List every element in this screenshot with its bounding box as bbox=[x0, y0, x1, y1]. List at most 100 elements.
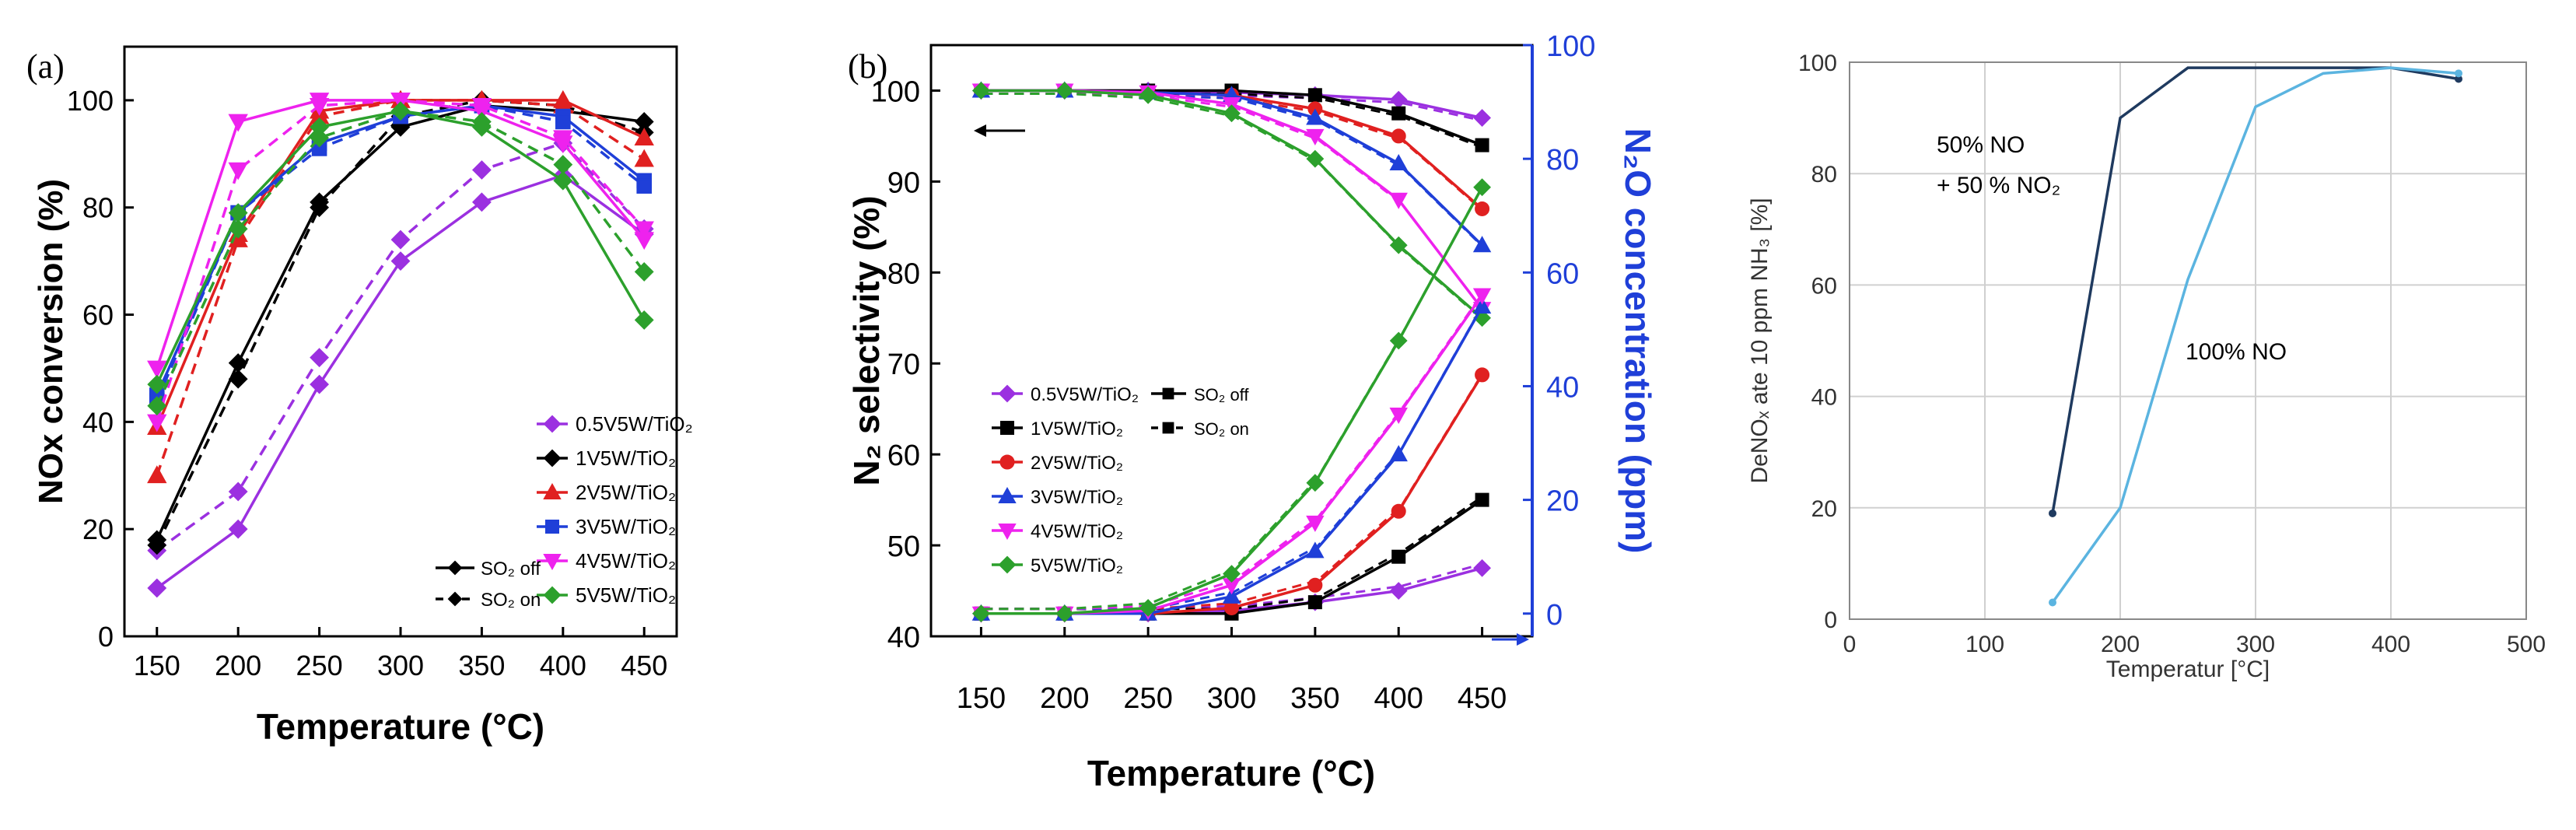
panel-b-label: (b) bbox=[848, 47, 887, 86]
panel-b-x-tick-label: 200 bbox=[1040, 682, 1089, 715]
panel-b-data-point bbox=[1223, 104, 1241, 123]
panel-b-style-legend-marker bbox=[1162, 387, 1174, 400]
panel-b-data-point bbox=[1307, 88, 1322, 103]
panel-b-y-tick-label-left: 90 bbox=[887, 166, 920, 199]
panel-c-x-tick-label: 0 bbox=[1843, 632, 1857, 657]
panel-b-data-point bbox=[1222, 587, 1241, 604]
panel-b-data-point bbox=[1306, 515, 1325, 532]
panel-c-y-tick-label: 40 bbox=[1811, 385, 1837, 411]
panel-a-legend-label: 1V5W/TiO₂ bbox=[576, 447, 676, 470]
panel-a-x-label: Temperature (°C) bbox=[257, 706, 544, 747]
panel-a-data-point bbox=[310, 198, 330, 218]
panel-c-x-tick-label: 400 bbox=[2371, 632, 2410, 657]
panel-a-y-tick-label: 40 bbox=[82, 406, 114, 438]
panel-a-data-point bbox=[147, 465, 167, 484]
panel-c-x-tick-label: 200 bbox=[2101, 632, 2140, 657]
panel-c-data-point bbox=[2455, 69, 2462, 78]
panel-c-y-label: DeNOₓ ate 10 ppm NH₃ [%] bbox=[1747, 198, 1773, 483]
panel-b-y-axis-right: 0 20 40 60 80 100 bbox=[1523, 30, 1595, 632]
panel-b-x-tick-label: 400 bbox=[1374, 682, 1423, 715]
panel-c-x-tick-label: 300 bbox=[2236, 632, 2275, 657]
panel-c-frame bbox=[1849, 61, 2527, 620]
panel-b-data-point bbox=[1389, 90, 1408, 109]
panel-a-x-tick-label: 250 bbox=[296, 650, 343, 681]
panel-c-data-point bbox=[2049, 509, 2056, 517]
panel-a-legend-label: 3V5W/TiO₂ bbox=[576, 515, 676, 538]
panel-a-data-point bbox=[309, 98, 330, 116]
panel-b-y-tick-label-left: 60 bbox=[887, 440, 920, 472]
panel-b-legend-marker bbox=[998, 555, 1017, 574]
panel-b-frame bbox=[929, 44, 1534, 638]
panel-a-series-line bbox=[156, 99, 646, 476]
panel-a-label: (a) bbox=[26, 47, 65, 86]
panel-a-data-point bbox=[553, 170, 573, 191]
panel-c-y-axis: 0 20 40 60 80 100 bbox=[1798, 51, 1837, 633]
panel-b-data-point bbox=[1389, 236, 1408, 254]
panel-c-x-tick-label: 500 bbox=[2507, 632, 2546, 657]
panel-a-x-tick-label: 450 bbox=[621, 650, 667, 681]
panel-b-data-point bbox=[1306, 128, 1325, 145]
panel-b-data-point bbox=[1389, 331, 1408, 350]
panel-b-data-point bbox=[1391, 549, 1406, 564]
panel-b-legend-label: 0.5V5W/TiO₂ bbox=[1031, 384, 1139, 405]
panel-b-series bbox=[971, 81, 1492, 623]
panel-b-y-tick-label-left: 70 bbox=[887, 348, 920, 381]
panel-c-y-tick-label: 80 bbox=[1811, 162, 1837, 187]
panel-b-series-line-dashed bbox=[983, 92, 1486, 322]
panel-a-y-axis: 0 20 40 60 80 100 bbox=[67, 85, 134, 653]
panel-a-y-tick-label: 0 bbox=[98, 621, 114, 653]
panel-b-data-point bbox=[972, 604, 990, 623]
panel-a-data-point bbox=[471, 98, 492, 116]
left-axis-arrow bbox=[974, 124, 1025, 137]
panel-b: (b) 40 50 60 70 80 90 100 0 20 40 60 80 100 150 200 2… bbox=[846, 30, 1658, 793]
panel-b-y-tick-label-right: 60 bbox=[1546, 257, 1579, 290]
panel-b-data-point bbox=[1306, 474, 1325, 492]
panel-a-data-point bbox=[634, 262, 654, 282]
panel-c-y-tick-label: 20 bbox=[1811, 496, 1837, 522]
panel-a-legend-marker bbox=[543, 586, 562, 604]
panel-b-y-axis-left: 40 50 60 70 80 90 100 bbox=[871, 75, 940, 654]
panel-b-data-point bbox=[1223, 565, 1241, 583]
panel-b-data-point bbox=[1475, 201, 1490, 216]
panel-b-series-line bbox=[981, 89, 1483, 310]
panel-b-legend-marker bbox=[998, 524, 1017, 541]
panel-b-data-point bbox=[1306, 149, 1325, 168]
panel-b-data-point bbox=[972, 82, 990, 100]
panel-a-series-line bbox=[156, 142, 646, 552]
panel-b-x-tick-label: 250 bbox=[1123, 682, 1172, 715]
panel-b-data-point bbox=[1391, 106, 1406, 121]
panel-b-y-tick-label-right: 40 bbox=[1546, 371, 1579, 404]
panel-b-data-point bbox=[1139, 86, 1157, 104]
panel-a-data-point bbox=[147, 535, 167, 555]
panel-a-data-point bbox=[228, 114, 248, 132]
panel-b-data-point bbox=[1306, 108, 1325, 125]
panel-a-data-point bbox=[147, 578, 167, 598]
panel-a-x-tick-label: 350 bbox=[458, 650, 505, 681]
panel-b-data-point bbox=[1307, 595, 1322, 610]
panel-a-style-legend-label: SO₂ on bbox=[481, 590, 541, 611]
panel-c-x-axis: 0 100 200 300 400 500 bbox=[1843, 632, 2546, 657]
panel-a-data-point bbox=[228, 219, 248, 239]
panel-a-data-point bbox=[228, 162, 248, 180]
panel-c-y-tick-label: 0 bbox=[1824, 608, 1837, 633]
annotation-50-no: 50% NO bbox=[1937, 132, 2025, 158]
panel-a-legend-label: 4V5W/TiO₂ bbox=[576, 549, 676, 573]
panel-a-data-point bbox=[390, 229, 411, 250]
panel-b-legend-marker bbox=[999, 454, 1015, 470]
panel-b-x-tick-label: 150 bbox=[957, 682, 1006, 715]
panel-c: 0 20 40 60 80 100 0 100 200 300 400 500 DeNOₓ ate … bbox=[1747, 51, 2546, 682]
panel-b-data-point bbox=[1475, 492, 1489, 507]
panel-a-style-legend-label: SO₂ off bbox=[481, 559, 541, 580]
panel-a-data-point bbox=[310, 348, 330, 368]
panel-b-data-point bbox=[1472, 236, 1492, 253]
panel-a-y-tick-label: 80 bbox=[82, 192, 114, 224]
panel-b-series-line bbox=[981, 89, 1483, 320]
panel-b-x-tick-label: 350 bbox=[1290, 682, 1339, 715]
panel-c-data-point bbox=[2455, 75, 2462, 83]
panel-a-data-point bbox=[634, 310, 654, 330]
panel-a-x-tick-label: 400 bbox=[540, 650, 586, 681]
panel-b-legend-marker bbox=[998, 384, 1017, 403]
panel-a-legend-marker bbox=[543, 449, 562, 468]
panel-b-data-point bbox=[1389, 192, 1408, 209]
